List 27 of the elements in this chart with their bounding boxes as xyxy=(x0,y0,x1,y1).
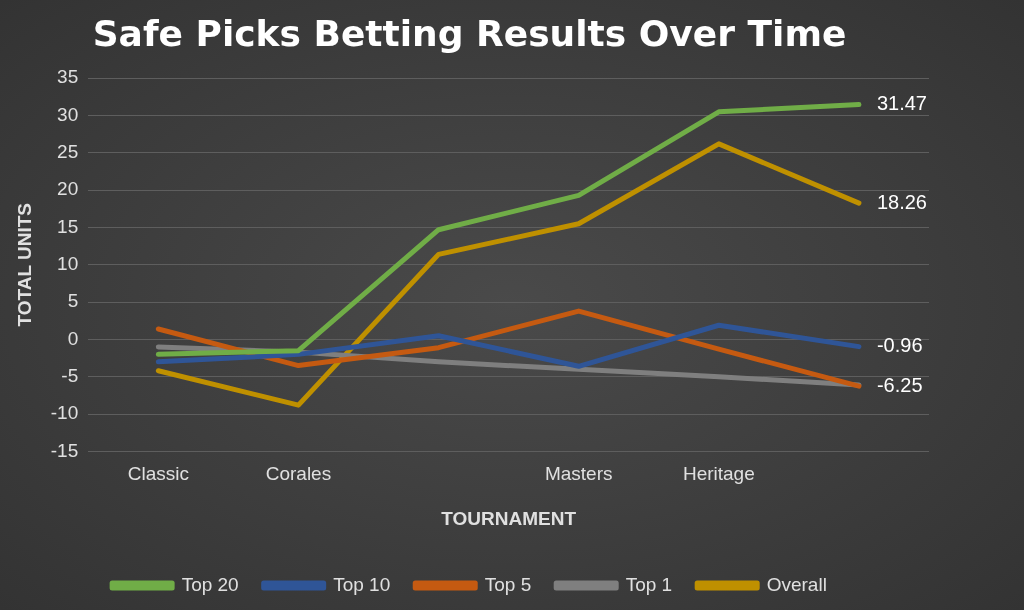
y-tick-label: -10 xyxy=(50,402,79,424)
y-tick-label: -15 xyxy=(50,439,79,461)
y-tick-label: 20 xyxy=(57,178,79,200)
data-label: 18.26 xyxy=(876,190,927,213)
legend-label: Overall xyxy=(766,573,827,595)
y-axis-title: TOTAL UNITS xyxy=(13,203,35,327)
x-tick-label: Corales xyxy=(265,463,332,485)
data-label: -6.25 xyxy=(876,373,923,396)
x-tick-label: Masters xyxy=(544,463,613,485)
y-tick-label: 15 xyxy=(57,215,79,237)
y-tick-label: 0 xyxy=(67,327,79,349)
x-tick-label: Classic xyxy=(127,463,189,485)
x-axis-title: TOURNAMENT xyxy=(441,507,577,529)
legend-label: Top 20 xyxy=(181,573,239,595)
legend-label: Top 10 xyxy=(333,573,391,595)
y-tick-label: 35 xyxy=(57,66,79,88)
y-tick-label: 25 xyxy=(57,141,79,163)
y-tick-label: 5 xyxy=(67,290,79,312)
chart-title: Safe Picks Betting Results Over Time xyxy=(92,12,847,54)
legend-label: Top 1 xyxy=(625,573,673,595)
data-label: 31.47 xyxy=(876,92,927,115)
y-tick-label: 10 xyxy=(57,253,79,275)
legend-label: Top 5 xyxy=(484,573,532,595)
data-label: -0.96 xyxy=(876,334,923,357)
y-tick-label: 30 xyxy=(57,103,79,125)
x-tick-label: Heritage xyxy=(682,463,755,485)
y-tick-label: -5 xyxy=(61,364,79,386)
